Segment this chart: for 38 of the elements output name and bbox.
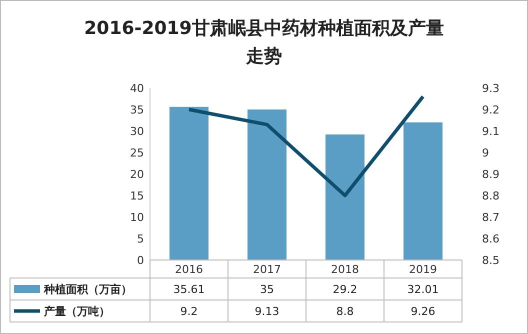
y-tick-label: 15 (130, 190, 144, 202)
y-tick-label: 5 (137, 232, 144, 246)
y2-tick-label: 8.6 (482, 232, 500, 246)
y2-tick-label: 8.7 (482, 211, 500, 224)
legend-label: 种植面积（万亩） (43, 283, 132, 296)
data-label: 8.8 (336, 305, 354, 318)
bar (404, 122, 442, 260)
data-label: 9.2 (180, 305, 198, 318)
data-label: 35 (260, 283, 274, 296)
data-label: 9.26 (410, 305, 436, 318)
data-label: 9.13 (254, 305, 280, 318)
y-tick-label: 20 (130, 168, 144, 181)
bar (248, 110, 286, 260)
chart-title: 2016-2019甘肃岷县中药材种植面积及产量走势 (84, 18, 444, 67)
y2-tick-label: 8.9 (482, 168, 500, 181)
y-tick-label: 40 (130, 82, 144, 95)
x-tick-label: 2019 (409, 263, 437, 276)
bar (170, 106, 208, 260)
y2-tick-label: 9 (482, 146, 489, 160)
y-tick-label: 25 (130, 146, 144, 160)
y-tick-label: 30 (130, 125, 144, 138)
y2-tick-label: 8.8 (482, 190, 500, 202)
y2-tick-label: 8.5 (482, 254, 500, 267)
line-series (187, 94, 425, 198)
x-tick-label: 2017 (253, 263, 281, 276)
data-label: 32.01 (407, 283, 439, 296)
legend-label: 产量（万吨） (43, 305, 110, 318)
data-label: 29.2 (332, 283, 358, 296)
y2-tick-label: 9.3 (482, 82, 500, 95)
x-tick-label: 2018 (331, 263, 359, 276)
y-tick-label: 0 (137, 254, 144, 267)
y-tick-label: 35 (130, 104, 144, 116)
x-tick-label: 2016 (175, 263, 203, 276)
y-tick-label: 10 (130, 211, 144, 224)
y2-tick-label: 9.2 (482, 104, 500, 116)
y2-tick-label: 9.1 (482, 125, 500, 138)
data-label: 35.61 (173, 283, 205, 296)
bar (326, 134, 364, 260)
